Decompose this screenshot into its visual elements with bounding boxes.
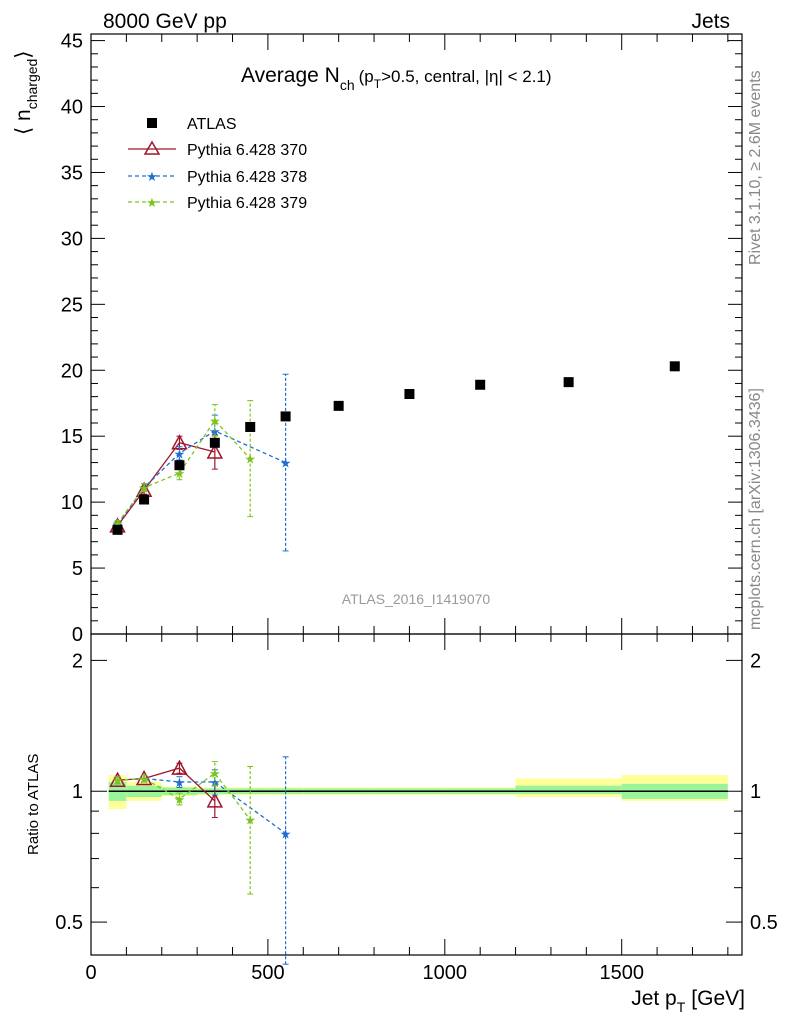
ratio-series-3-point: ★ <box>112 773 124 788</box>
title-rest-sub: T <box>374 77 382 91</box>
ratio-series-1-line <box>117 767 216 802</box>
xtick-label: 1500 <box>599 962 644 984</box>
ratio-ytick-label-right: 1 <box>750 781 761 803</box>
xtick-label: 1000 <box>423 962 468 984</box>
main-ylabel-text: ⟨ n <box>12 109 35 135</box>
main-ytick-label: 45 <box>61 31 83 53</box>
ratio-series-3-point: ★ <box>174 792 186 807</box>
main-ytick-label: 5 <box>72 558 83 580</box>
analysis-label: ATLAS_2016_I1419070 <box>342 591 491 607</box>
legend-label-atlas: ATLAS <box>187 116 237 133</box>
ratio-series-2-point: ★ <box>280 826 292 841</box>
main-series-3-line <box>117 419 251 524</box>
atlas-data-point <box>139 494 150 505</box>
ratio-series-2-point: ★ <box>174 775 186 790</box>
ratio-ytick-label-right: 2 <box>750 650 761 672</box>
jets-label: Jets <box>691 10 730 33</box>
legend-marker-379: ★ <box>146 195 158 210</box>
main-series-1-point <box>206 443 224 459</box>
ratio-ytick-label-right: 0.5 <box>750 912 778 934</box>
ratio-series-3-point: ★ <box>209 766 221 781</box>
atlas-data-point <box>112 524 123 535</box>
ratio-ylabel: Ratio to ATLAS <box>25 754 42 855</box>
main-series-3-point: ★ <box>209 413 221 428</box>
main-series-3-point: ★ <box>174 466 186 481</box>
svg-text:⟨ ncharged⟩: ⟨ ncharged⟩ <box>12 50 40 135</box>
xtick-label: 0 <box>85 962 96 984</box>
ratio-ytick-label: 1 <box>72 781 83 803</box>
legend-label-379: Pythia 6.428 379 <box>187 195 307 212</box>
xlabel-unit: [GeV] <box>691 987 745 1010</box>
ratio-series-2-point: ★ <box>209 775 221 790</box>
atlas-data-point <box>475 379 486 390</box>
collision-label: 8000 GeV pp <box>103 10 227 33</box>
atlas-data-point <box>209 437 220 448</box>
atlas-data-point <box>563 377 574 388</box>
legend-marker-370 <box>143 140 161 155</box>
ratio-series-3-point: ★ <box>244 813 256 828</box>
main-series-2-point: ★ <box>174 446 186 461</box>
xlabel-sub: T <box>677 999 686 1015</box>
main-ytick-label: 25 <box>61 294 83 316</box>
legend-marker-atlas <box>147 118 157 128</box>
main-ytick-label: 20 <box>61 360 83 382</box>
legend-label-370: Pythia 6.428 370 <box>187 142 307 159</box>
main-ylabel: ⟨ ncharged⟩ <box>12 50 40 135</box>
main-ytick-label: 30 <box>61 228 83 250</box>
plot-title: Average Nch (pT>0.5, central, |η| < 2.1) <box>241 64 552 93</box>
title-rest-b: >0.5, central, |η| < 2.1) <box>381 67 551 86</box>
ratio-series-1-point <box>206 792 224 808</box>
legend-label-378: Pythia 6.428 378 <box>187 169 307 186</box>
main-series-2-point: ★ <box>280 456 292 471</box>
rivet-label: Rivet 3.1.10, ≥ 2.6M events <box>747 70 764 265</box>
ratio-series-2-point: ★ <box>112 773 124 788</box>
main-ytick-label: 10 <box>61 492 83 514</box>
ratio-frame <box>90 633 743 956</box>
xlabel-text: Jet p <box>631 987 677 1010</box>
atlas-data-point <box>404 389 415 399</box>
ratio-band-inner <box>515 785 622 795</box>
title-sub: ch <box>340 77 355 93</box>
plot-layer: 0 5 10 15 20 25 30 35 40 45 0 500 1000 1500 0.5 0.5 1 1 2 2… <box>55 31 778 984</box>
atlas-data-point <box>174 460 185 471</box>
main-ylabel-close: ⟩ <box>12 50 35 58</box>
main-ytick-label: 15 <box>61 426 83 448</box>
ratio-series-2-point: ★ <box>138 771 150 786</box>
legend: ATLAS Pythia 6.428 370 ★ Pythia 6.428 37… <box>128 116 307 212</box>
ratio-series-1-point <box>135 769 153 786</box>
main-series-3-point: ★ <box>138 481 150 496</box>
main-series-2-line <box>117 430 286 525</box>
main-ytick-label: 0 <box>72 624 83 646</box>
ratio-ytick-label: 0.5 <box>55 912 83 934</box>
legend-marker-378: ★ <box>146 169 158 184</box>
main-series-3-point: ★ <box>112 516 124 531</box>
xlabel: Jet pT [GeV] <box>631 987 745 1015</box>
ratio-series-3-point: ★ <box>138 771 150 786</box>
main-series-1-line <box>117 442 215 527</box>
ratio-series-3-line <box>117 772 251 821</box>
ratio-series-1-point <box>171 759 188 775</box>
main-ylabel-sub: charged <box>24 59 40 110</box>
atlas-data-point <box>669 361 680 372</box>
ratio-ytick-label: 2 <box>72 650 83 672</box>
main-ytick-label: 35 <box>61 162 83 184</box>
xtick-label: 500 <box>251 962 284 984</box>
atlas-data-point <box>333 400 344 411</box>
main-series-2-point: ★ <box>209 424 221 439</box>
title-main: Average N <box>241 64 340 87</box>
main-ytick-label: 40 <box>61 97 83 119</box>
atlas-data-point <box>245 421 256 432</box>
title-rest-a: (p <box>359 67 374 86</box>
main-series-3-point: ★ <box>244 452 256 467</box>
atlas-data-point <box>280 411 291 422</box>
mcplots-label: mcplots.cern.ch [arXiv:1306.3436] <box>747 388 764 630</box>
